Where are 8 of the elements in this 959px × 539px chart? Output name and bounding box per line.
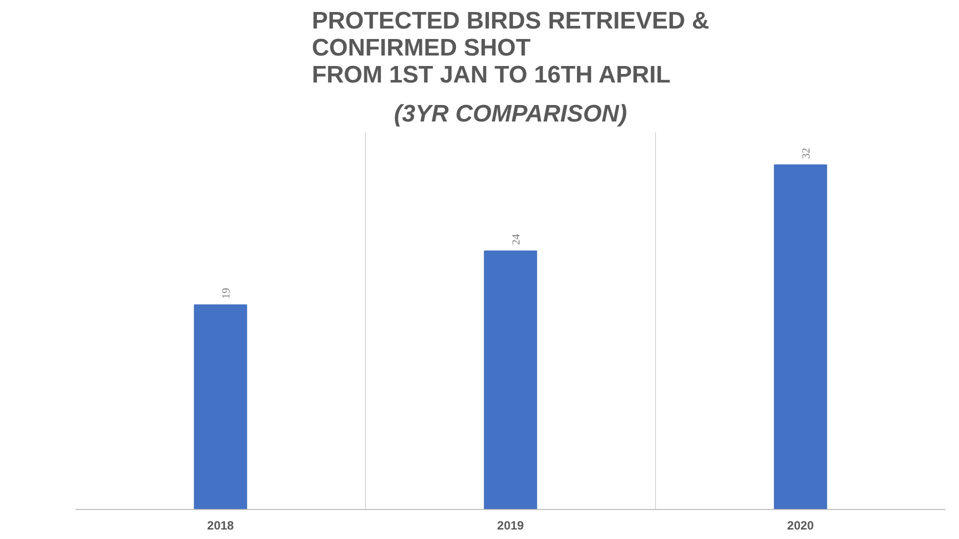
x-tick-label: 2019	[497, 518, 524, 532]
x-tick-label: 2020	[787, 518, 814, 532]
data-label: 32	[800, 148, 812, 159]
chart-subtitle: (3YR COMPARISON)	[394, 100, 627, 128]
data-label: 24	[510, 233, 522, 245]
data-label: 19	[220, 287, 232, 299]
chart-title: PROTECTED BIRDS RETRIEVED & CONFIRMED SHOT FROM 1ST JAN TO 16TH APRIL	[312, 8, 710, 88]
x-tick-label: 2018	[207, 518, 234, 532]
